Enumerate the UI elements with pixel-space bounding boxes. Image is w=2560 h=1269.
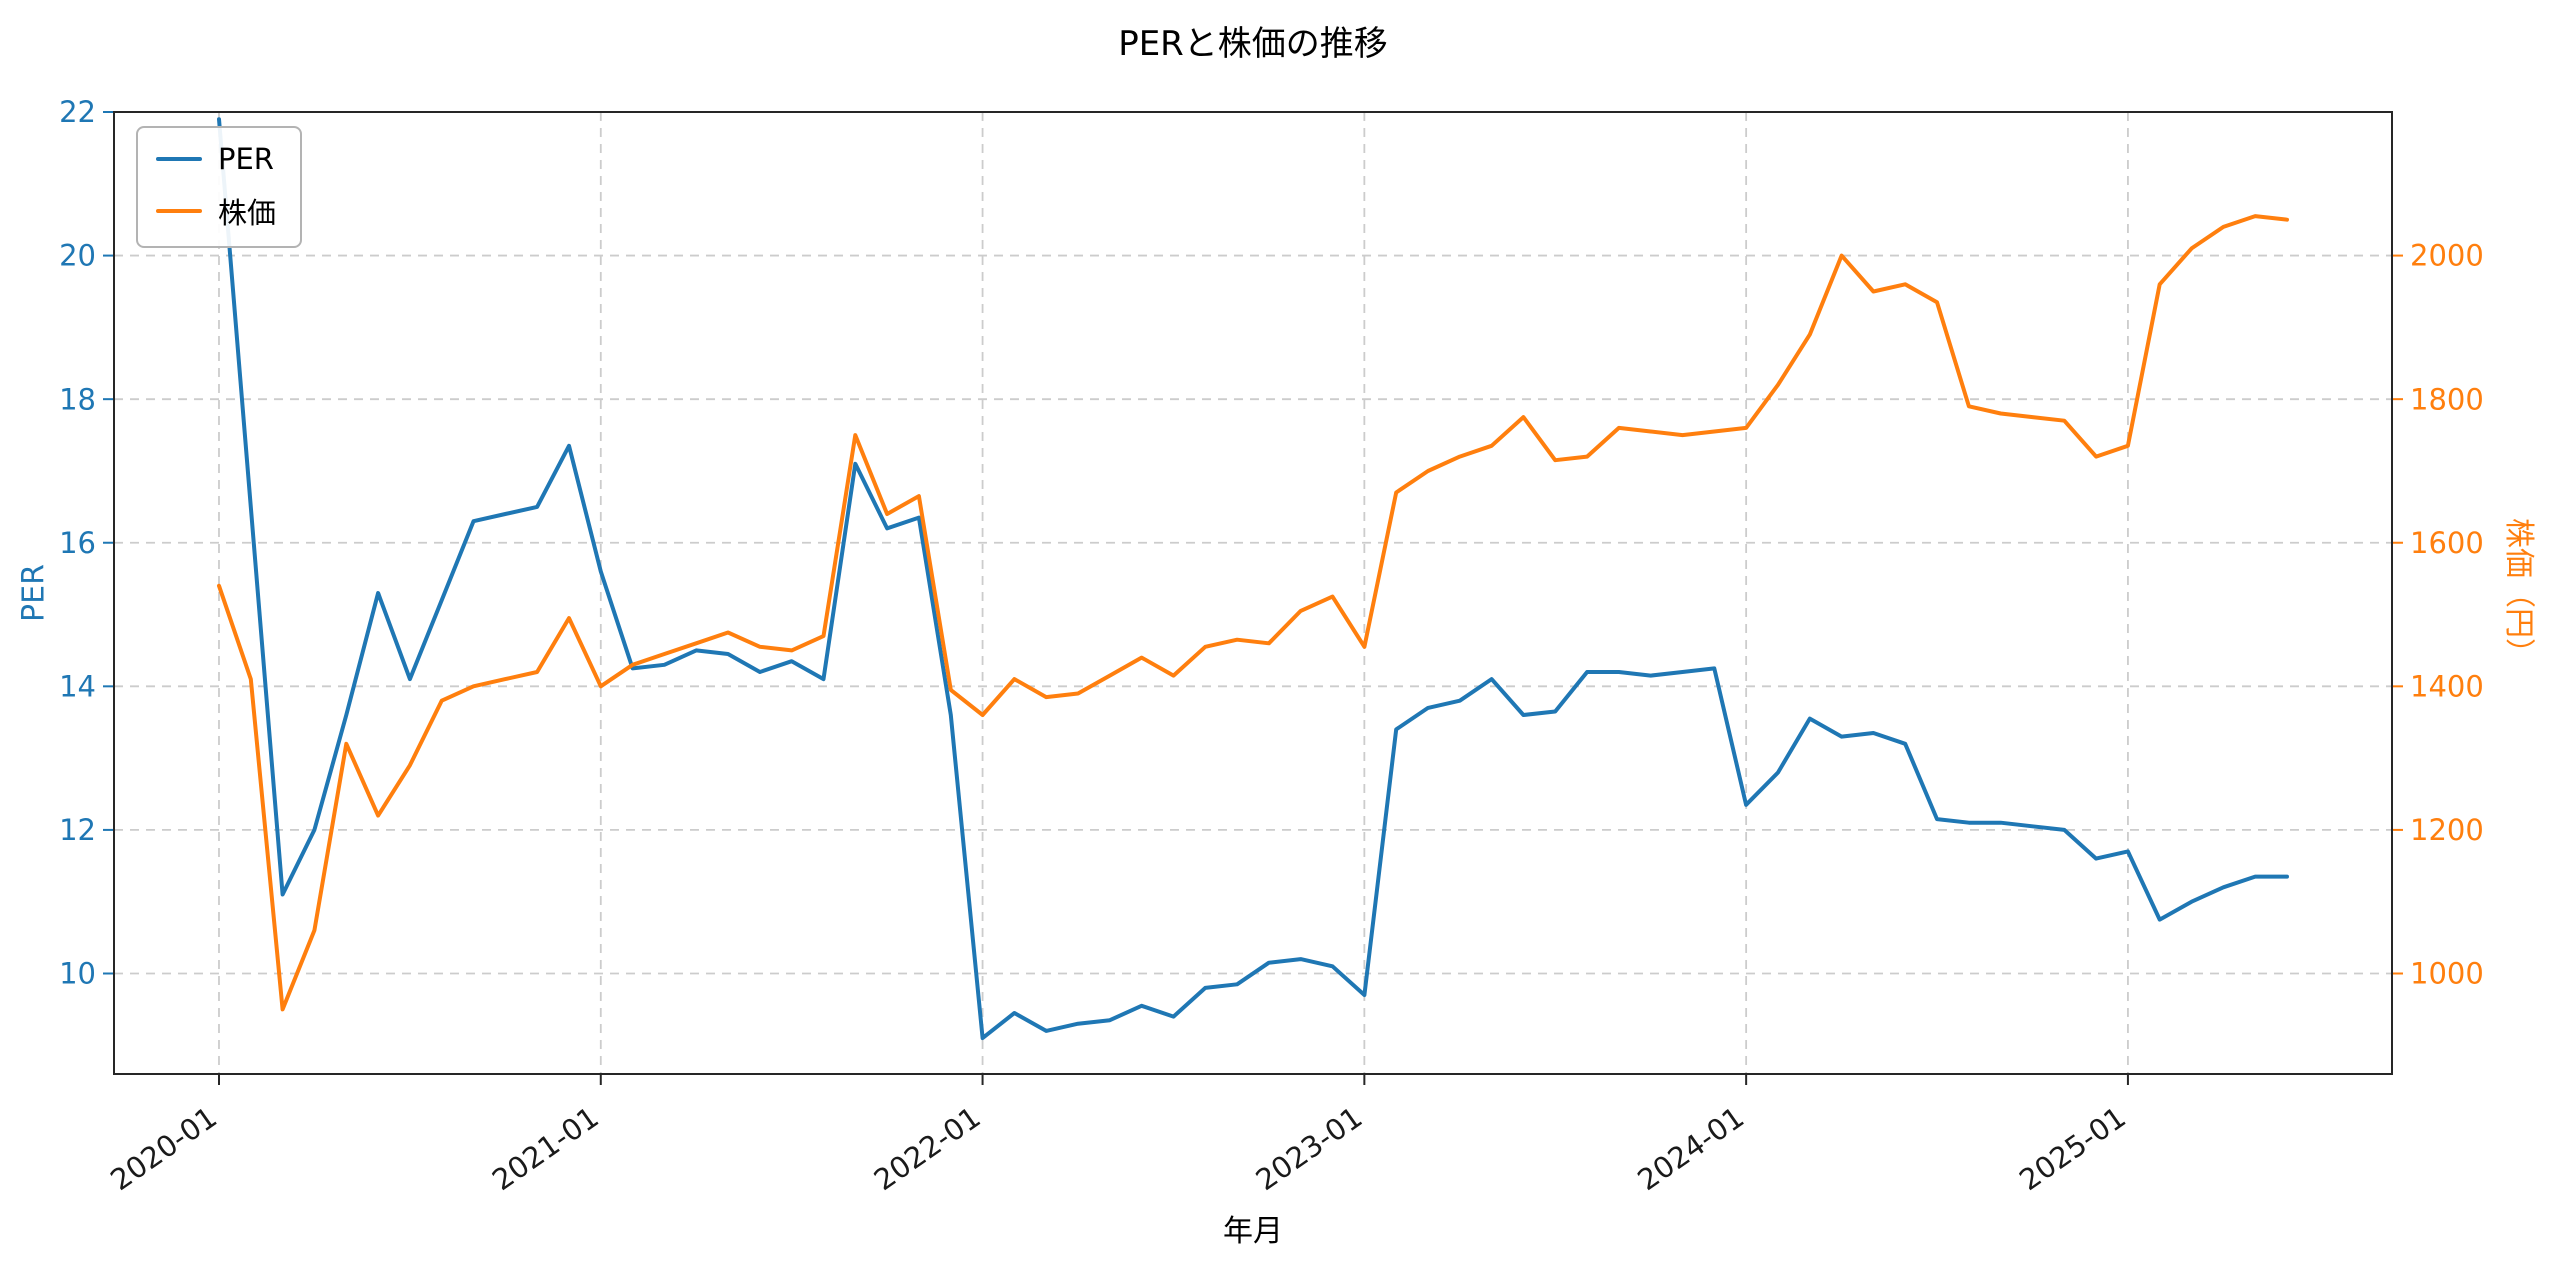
right-tick-label: 2000: [2410, 239, 2484, 273]
x-tick-label: 2020-01: [104, 1100, 223, 1197]
legend-line-sample-price: [156, 209, 202, 213]
left-tick-label: 10: [59, 957, 96, 991]
x-tick-label: 2023-01: [1250, 1100, 1369, 1197]
x-tick-label: 2021-01: [486, 1100, 605, 1197]
y-axis-label-right: 株価（円）: [2501, 518, 2536, 668]
legend-label-price: 株価: [218, 196, 277, 230]
legend-item-price: 株価: [156, 190, 276, 232]
left-tick-label: 12: [59, 813, 96, 847]
x-tick-label: 2022-01: [868, 1100, 987, 1197]
legend-item-per: PER: [156, 142, 276, 176]
right-tick-label: 1400: [2410, 669, 2484, 703]
legend-label-per: PER: [218, 142, 274, 176]
left-tick-label: 16: [59, 526, 96, 560]
left-tick-label: 18: [59, 382, 96, 416]
price-series-line: [217, 214, 2289, 1012]
right-tick-label: 1800: [2410, 382, 2484, 416]
axes-spine: [113, 111, 2393, 1075]
left-tick-label: 14: [59, 669, 96, 703]
x-tick-label: 2025-01: [2013, 1100, 2132, 1197]
x-axis-label: 年月: [1223, 1214, 1283, 1249]
right-tick-label: 1600: [2410, 526, 2484, 560]
x-tick-label: 2024-01: [1631, 1100, 1750, 1197]
chart-title: PERと株価の推移: [1118, 24, 1388, 64]
legend: PER 株価: [136, 126, 303, 248]
legend-line-sample-per: [156, 157, 202, 161]
left-tick-label: 22: [59, 95, 96, 129]
per-series-line: [217, 117, 2289, 1041]
right-tick-label: 1000: [2410, 957, 2484, 991]
y-axis-label-left: PER: [16, 564, 52, 622]
left-tick-label: 20: [59, 239, 96, 273]
right-tick-label: 1200: [2410, 813, 2484, 847]
